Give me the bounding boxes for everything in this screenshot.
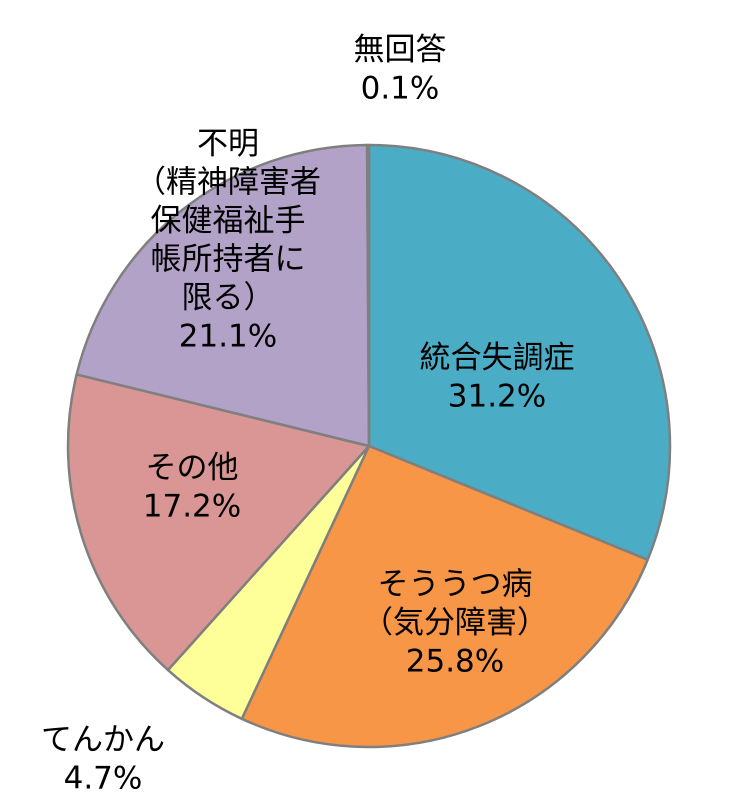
slice-label-1: そううつ病（気分障害） 25.8% [362, 566, 548, 679]
pie-slice-5 [365, 143, 371, 448]
pie-slice-0 [367, 143, 672, 562]
slice-label-2: てんかん 4.7% [41, 721, 165, 796]
slice-category-label: そううつ病 [378, 566, 533, 602]
slice-value-label: 31.2% [448, 378, 546, 414]
slice-category-label: 帳所持者に [151, 241, 306, 277]
slice-category-label: 保健福祉手 [151, 202, 306, 238]
pie-slice-1 [240, 444, 649, 749]
slice-category-label: （気分障害） [362, 605, 548, 641]
slice-category-label: 統合失調症 [420, 339, 575, 375]
slice-value-label: 4.7% [64, 760, 143, 796]
slice-value-label: 17.2% [143, 488, 241, 524]
slice-label-0: 統合失調症 31.2% [420, 339, 575, 414]
slice-category-label: 限る） [182, 279, 275, 315]
slice-category-label: 不明 [197, 125, 259, 161]
slice-category-label: てんかん [41, 721, 165, 757]
slice-category-label: その他 [146, 449, 239, 485]
slice-label-3: その他 17.2% [143, 449, 241, 524]
slice-value-label: 0.1% [361, 70, 440, 106]
pie-slice-4 [75, 143, 371, 448]
slice-value-label: 25.8% [406, 643, 504, 679]
pie-slices [66, 143, 672, 749]
slice-value-label: 21.1% [179, 318, 277, 354]
pie-slice-3 [66, 373, 371, 672]
pie-labels: 統合失調症 31.2% そううつ病（気分障害） 25.8% てんかん 4.7% その他 17.… [41, 31, 575, 796]
slice-category-label: 無回答 [354, 31, 447, 67]
slice-label-5: 無回答 0.1% [354, 31, 447, 106]
slice-category-label: （精神障害者 [135, 164, 321, 200]
slice-label-4: 不明（精神障害者保健福祉手帳所持者に限る） 21.1% [135, 125, 321, 353]
